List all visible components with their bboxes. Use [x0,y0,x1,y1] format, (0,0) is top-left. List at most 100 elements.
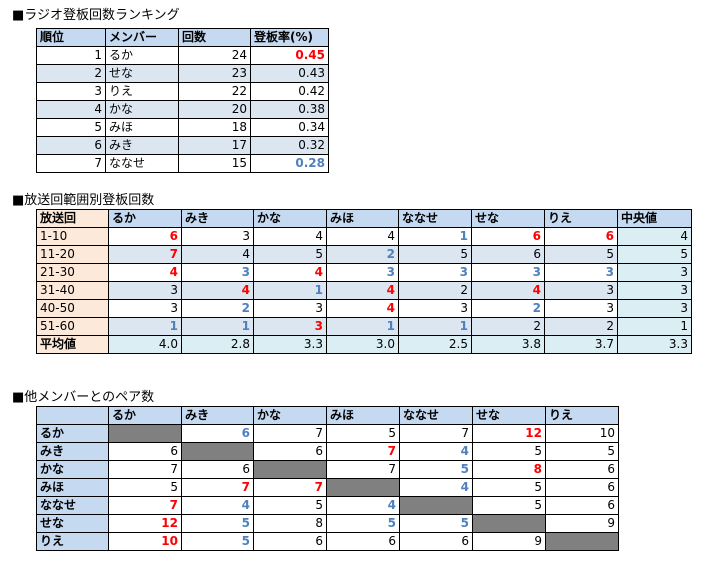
rank-cell: 1 [36,46,106,65]
pair-header-cell: りえ [545,406,619,425]
range-header-cell: かな [253,209,327,228]
member-cell: せな [105,64,179,83]
range-label-cell: 40-50 [36,299,109,318]
pair-diagonal-cell [108,424,182,443]
count-cell: 24 [178,46,251,65]
pair-value-cell: 6 [545,460,619,479]
rank-cell: 4 [36,100,106,119]
range-value-cell: 6 [471,245,545,264]
pair-header-cell [36,406,109,425]
pair-value-cell: 8 [472,460,546,479]
pair-header-cell: せな [472,406,546,425]
range-table: 放送回 るか みき かな みほ ななせ せな りえ 中央値 1-10 6 3 4 4 1 6 6 4 11-20 7 4… [36,209,692,354]
range-header-cell: せな [471,209,545,228]
pair-value-cell: 6 [253,532,327,551]
pair-label-cell: かな [36,460,109,479]
member-cell: りえ [105,82,179,101]
pair-value-cell: 7 [253,424,327,443]
pair-label-cell: みほ [36,478,109,497]
range-value-cell: 2 [544,317,618,336]
range-value-cell: 1 [326,317,399,336]
pair-value-cell: 10 [108,532,182,551]
pair-value-cell: 5 [545,442,619,461]
pair-row: みほ 5 7 7 4 5 6 [36,478,619,497]
rate-cell: 0.32 [250,136,329,155]
range-value-cell: 6 [471,227,545,246]
range-label-cell: 31-40 [36,281,109,300]
average-value-cell: 3.8 [471,335,545,354]
pair-value-cell: 5 [181,514,254,533]
ranking-title: ■ラジオ登板回数ランキング [12,8,180,23]
range-value-cell: 3 [544,299,618,318]
range-value-cell: 2 [471,299,545,318]
range-value-cell: 1 [181,317,254,336]
ranking-row: 1 るか 24 0.45 [36,46,329,65]
range-value-cell: 5 [544,245,618,264]
member-cell: るか [105,46,179,65]
range-value-cell: 3 [326,263,399,282]
pair-value-cell: 5 [472,442,546,461]
average-value-cell: 2.8 [181,335,254,354]
pair-value-cell: 5 [108,478,182,497]
ranking-header-cell: 順位 [36,28,106,47]
range-value-cell: 3 [398,263,472,282]
pair-value-cell: 9 [545,514,619,533]
pair-value-cell: 7 [108,496,182,515]
range-row: 40-50 3 2 3 4 3 2 3 3 [36,299,692,318]
ranking-row: 4 かな 20 0.38 [36,100,329,119]
average-value-cell: 4.0 [108,335,182,354]
ranking-header-cell: 回数 [178,28,251,47]
range-header-cell: りえ [544,209,618,228]
rate-cell: 0.38 [250,100,329,119]
ranking-row: 6 みき 17 0.32 [36,136,329,155]
rate-cell: 0.34 [250,118,329,137]
range-value-cell: 1 [398,317,472,336]
average-value-cell: 3.3 [253,335,327,354]
range-row: 21-30 4 3 4 3 3 3 3 3 [36,263,692,282]
range-label-cell: 51-60 [36,317,109,336]
range-value-cell: 1 [108,317,182,336]
pair-diagonal-cell [545,532,619,551]
range-value-cell: 2 [181,299,254,318]
average-label-cell: 平均値 [36,335,109,354]
rank-cell: 3 [36,82,106,101]
range-value-cell: 4 [326,227,399,246]
range-value-cell: 3 [544,263,618,282]
range-value-cell: 4 [326,281,399,300]
pair-value-cell: 6 [326,532,400,551]
pair-header-cell: かな [253,406,327,425]
rate-cell: 0.45 [250,46,329,65]
range-label-cell: 1-10 [36,227,109,246]
pair-value-cell: 7 [326,460,400,479]
range-value-cell: 4 [326,299,399,318]
range-header-cell: 放送回 [36,209,109,228]
rank-cell: 5 [36,118,106,137]
pair-table: るか みき かな みほ ななせ せな りえ るか 6 7 5 7 12 10 みき 6 6 7 4 5 5 かな 7 6 7 5 8… [36,406,619,551]
range-value-cell: 1 [398,227,472,246]
count-cell: 23 [178,64,251,83]
pair-row: るか 6 7 5 7 12 10 [36,424,619,443]
range-value-cell: 5 [398,245,472,264]
pair-value-cell: 7 [108,460,182,479]
rank-cell: 7 [36,154,106,173]
pair-label-cell: ななせ [36,496,109,515]
pair-value-cell: 12 [472,424,546,443]
pair-value-cell: 5 [399,514,473,533]
pair-value-cell: 6 [399,532,473,551]
range-value-cell: 2 [326,245,399,264]
pair-value-cell: 8 [253,514,327,533]
pair-value-cell: 6 [545,478,619,497]
pair-diagonal-cell [326,478,400,497]
pair-header-cell: みき [181,406,254,425]
range-header-row: 放送回 るか みき かな みほ ななせ せな りえ 中央値 [36,209,692,228]
pair-row: みき 6 6 7 4 5 5 [36,442,619,461]
pair-value-cell: 5 [181,532,254,551]
pair-table-title: ■他メンバーとのペア数 [12,390,155,405]
range-value-cell: 3 [181,227,254,246]
average-value-cell: 3.7 [544,335,618,354]
pair-header-cell: るか [108,406,182,425]
range-value-cell: 2 [471,317,545,336]
count-cell: 15 [178,154,251,173]
range-value-cell: 4 [108,263,182,282]
range-value-cell: 3 [471,263,545,282]
